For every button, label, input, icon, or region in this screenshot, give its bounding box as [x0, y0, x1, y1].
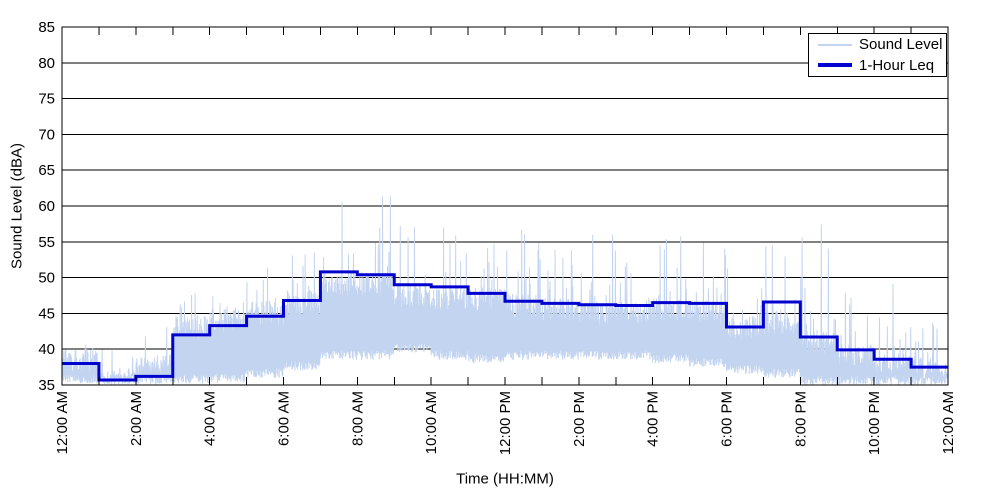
y-tick-label: 55 — [38, 234, 55, 251]
x-tick-label: 6:00 PM — [719, 391, 736, 447]
x-tick-label: 12:00 AM — [54, 391, 71, 454]
legend-label-sound-level: Sound Level — [859, 36, 943, 54]
legend-entry-1-hour-leq: 1-Hour Leq — [809, 55, 946, 75]
leq-step-line — [62, 270, 948, 382]
y-tick-label: 75 — [38, 91, 55, 108]
y-tick-label: 60 — [38, 198, 55, 215]
leq-line-sample — [818, 63, 852, 68]
legend: Sound Level 1-Hour Leq — [808, 33, 947, 77]
x-tick-label: 2:00 AM — [128, 391, 145, 446]
x-tick-label: 10:00 AM — [423, 391, 440, 454]
x-tick-label: 4:00 AM — [202, 391, 219, 446]
x-tick-label: 8:00 PM — [792, 391, 809, 447]
sound-level-line-sample — [818, 43, 852, 46]
y-tick-label: 65 — [38, 162, 55, 179]
x-tick-label: 6:00 AM — [276, 391, 293, 446]
x-tick-label: 4:00 PM — [645, 391, 662, 447]
x-axis-title: Time (HH:MM) — [456, 470, 554, 488]
legend-entry-sound-level: Sound Level — [809, 35, 946, 55]
y-axis-title: Sound Level (dBA) — [8, 143, 26, 269]
x-tick-label: 10:00 PM — [866, 391, 883, 455]
sound-level-trace — [61, 195, 949, 386]
y-tick-label: 80 — [38, 55, 55, 72]
y-tick-label: 35 — [38, 377, 55, 394]
y-tick-label: 85 — [38, 19, 55, 36]
x-tick-label: 8:00 AM — [349, 391, 366, 446]
y-tick-label: 70 — [38, 126, 55, 143]
legend-label-1-hour-leq: 1-Hour Leq — [859, 56, 935, 74]
x-tick-label: 2:00 PM — [571, 391, 588, 447]
x-tick-label: 12:00 PM — [497, 391, 514, 455]
y-tick-label: 50 — [38, 270, 55, 287]
x-tick-label: 12:00 AM — [940, 391, 957, 454]
y-tick-label: 40 — [38, 341, 55, 358]
y-tick-label: 45 — [38, 305, 55, 322]
